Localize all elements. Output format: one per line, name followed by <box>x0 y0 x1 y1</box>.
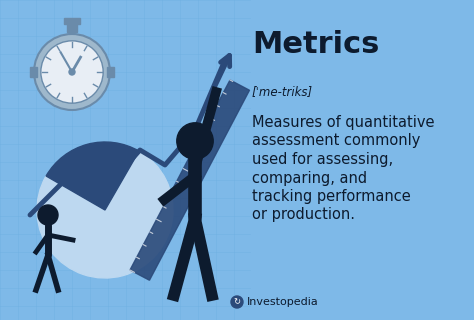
Polygon shape <box>130 80 249 280</box>
Bar <box>64 18 80 24</box>
Circle shape <box>34 34 110 110</box>
Bar <box>67 20 77 32</box>
Text: used for assessing,: used for assessing, <box>252 152 393 167</box>
Wedge shape <box>37 151 173 278</box>
Wedge shape <box>46 142 139 210</box>
Circle shape <box>41 41 103 103</box>
Circle shape <box>231 296 243 308</box>
Circle shape <box>177 123 213 159</box>
Bar <box>30 67 37 77</box>
Text: Investopedia: Investopedia <box>247 297 319 307</box>
Bar <box>107 67 114 77</box>
Circle shape <box>38 205 58 225</box>
Text: ↻: ↻ <box>234 298 240 307</box>
Text: [ˈme-triks]: [ˈme-triks] <box>252 85 313 98</box>
Text: comparing, and: comparing, and <box>252 171 367 186</box>
Text: assessment commonly: assessment commonly <box>252 133 420 148</box>
Text: Measures of quantitative: Measures of quantitative <box>252 115 435 130</box>
Text: or production.: or production. <box>252 207 355 222</box>
Circle shape <box>69 69 75 75</box>
Text: Metrics: Metrics <box>252 30 379 59</box>
Text: tracking performance: tracking performance <box>252 189 411 204</box>
